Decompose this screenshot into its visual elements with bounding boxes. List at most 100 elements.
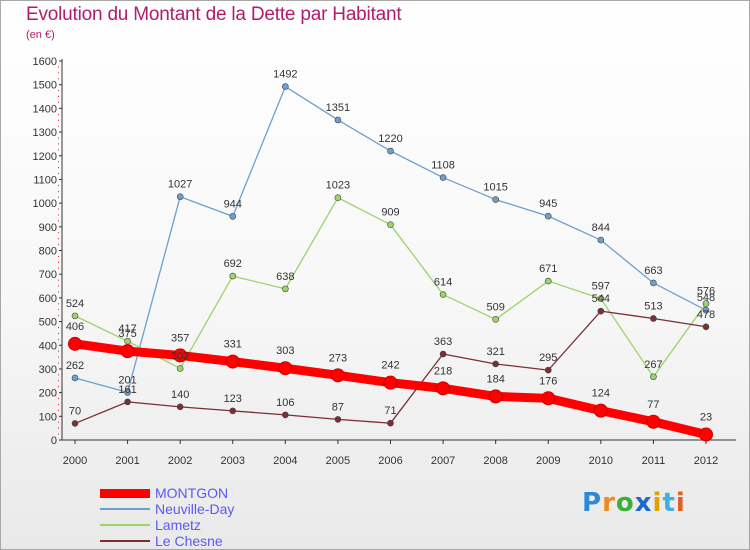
data-label-lametz: 576 [697, 286, 715, 298]
y-minor-tick [58, 315, 59, 317]
y-tick-label: 1200 [33, 151, 57, 163]
y-minor-tick [58, 433, 59, 435]
data-point-montgon [541, 391, 556, 406]
data-point-neuville-day [71, 374, 79, 382]
logo-letter: i [652, 488, 663, 518]
data-label-montgon: 218 [434, 365, 452, 377]
data-label-montgon: 184 [486, 373, 504, 385]
y-tick-label: 1000 [33, 198, 57, 210]
y-minor-tick [58, 374, 59, 376]
data-label-montgon: 406 [66, 321, 84, 333]
y-minor-tick [58, 261, 59, 263]
data-point-lametz [387, 221, 394, 228]
data-point-neuville-day [702, 306, 710, 314]
data-label-neuville-day: 1492 [273, 69, 297, 81]
chart-subtitle: (en €) [26, 29, 55, 41]
y-tick-label: 400 [39, 340, 57, 352]
y-minor-tick [58, 78, 59, 80]
y-minor-tick [58, 167, 59, 169]
x-tick-label: 2007 [431, 455, 455, 467]
data-point-montgon [383, 375, 398, 390]
x-tick-label: 2012 [694, 455, 718, 467]
x-tick-label: 2002 [168, 455, 192, 467]
y-minor-tick [58, 285, 59, 287]
y-tick-label: 1100 [33, 174, 57, 186]
legend-swatch [100, 508, 150, 510]
data-point-le-chesne [124, 398, 131, 406]
data-label-lametz: 597 [592, 281, 610, 293]
data-point-le-chesne [334, 416, 342, 423]
y-minor-tick [58, 149, 59, 151]
data-point-le-chesne [492, 360, 499, 368]
data-point-neuville-day [492, 196, 499, 203]
data-label-le-chesne: 106 [276, 397, 294, 409]
data-label-neuville-day: 262 [66, 360, 84, 372]
data-point-lametz [439, 291, 447, 298]
data-point-lametz [282, 285, 289, 293]
y-minor-tick [58, 232, 59, 234]
legend-swatch [100, 488, 150, 498]
data-label-montgon: 23 [700, 412, 712, 424]
data-label-montgon: 357 [171, 332, 189, 344]
data-label-lametz: 692 [224, 258, 242, 270]
logo-letter: t [662, 488, 676, 518]
y-minor-tick [58, 427, 59, 429]
data-label-le-chesne: 363 [434, 336, 452, 348]
x-tick-label: 2010 [589, 455, 613, 467]
x-tick-label: 2000 [63, 455, 87, 467]
y-minor-tick [58, 72, 59, 74]
line-chart: 0 100 200 300 400 500 600 700 800 900 1000 1100 1200… [33, 56, 736, 467]
data-point-montgon [699, 427, 713, 442]
data-point-neuville-day [176, 193, 184, 201]
data-point-montgon [173, 348, 188, 363]
data-label-neuville-day: 1351 [326, 102, 350, 114]
y-minor-tick [58, 380, 59, 382]
data-point-lametz [229, 272, 237, 280]
data-point-neuville-day [544, 212, 552, 220]
data-point-lametz [650, 373, 657, 381]
y-tick-label: 900 [39, 222, 57, 234]
y-minor-tick [58, 90, 59, 92]
y-tick-label: 100 [39, 411, 57, 423]
data-label-neuville-day: 201 [118, 374, 136, 386]
data-point-neuville-day [650, 279, 657, 287]
y-minor-tick [58, 101, 59, 103]
x-tick-label: 2001 [115, 455, 139, 467]
data-label-lametz: 909 [381, 207, 399, 219]
data-point-neuville-day [124, 389, 131, 396]
data-point-montgon [488, 389, 503, 404]
data-label-neuville-day: 1015 [483, 182, 507, 194]
data-label-le-chesne: 295 [539, 352, 557, 364]
data-point-montgon [593, 403, 608, 418]
data-label-le-chesne: 140 [171, 389, 189, 401]
data-label-lametz: 267 [644, 359, 662, 371]
data-label-le-chesne: 70 [69, 405, 81, 417]
logo-letter: P [582, 488, 603, 518]
data-label-neuville-day: 548 [697, 292, 715, 304]
data-point-lametz [702, 300, 710, 307]
y-minor-tick [58, 66, 59, 68]
data-label-montgon: 242 [381, 360, 399, 372]
y-minor-tick [58, 303, 59, 305]
y-minor-tick [58, 338, 59, 340]
y-minor-tick [58, 184, 59, 186]
data-label-neuville-day: 1108 [431, 160, 455, 172]
x-tick-label: 2011 [642, 455, 666, 467]
data-point-le-chesne [439, 350, 447, 358]
y-minor-tick [58, 190, 59, 192]
data-point-montgon [278, 361, 293, 376]
data-label-montgon: 273 [329, 352, 347, 364]
x-tick-label: 2005 [326, 455, 350, 467]
y-minor-tick [58, 386, 59, 388]
data-point-montgon [225, 354, 240, 369]
y-minor-tick [58, 291, 59, 293]
y-minor-tick [58, 362, 59, 364]
y-tick-label: 1300 [33, 127, 57, 139]
data-point-neuville-day [597, 236, 605, 244]
data-point-le-chesne [702, 323, 710, 331]
y-minor-tick [58, 350, 59, 352]
y-tick-label: 500 [39, 317, 57, 329]
data-point-le-chesne [176, 403, 184, 411]
y-tick-label: 800 [39, 246, 57, 258]
data-label-neuville-day: 1220 [378, 133, 402, 145]
